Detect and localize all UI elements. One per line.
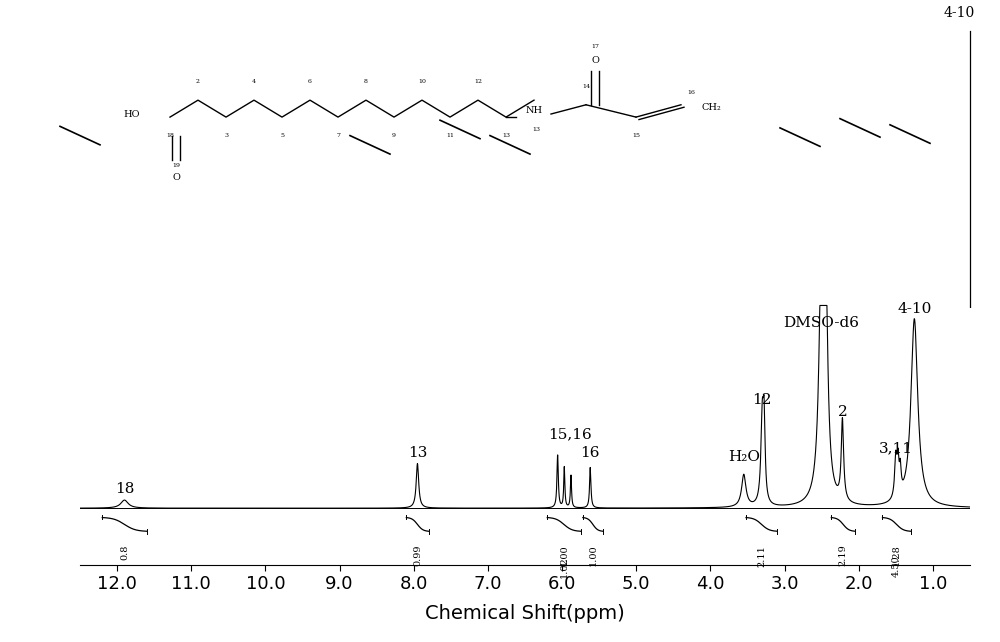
- Text: CH₂: CH₂: [701, 103, 721, 112]
- Text: O: O: [591, 56, 599, 65]
- Text: 7: 7: [336, 133, 340, 138]
- Text: 10: 10: [418, 79, 426, 84]
- Text: 15: 15: [632, 133, 640, 138]
- Text: 0.8: 0.8: [120, 544, 129, 560]
- Text: 1.00: 1.00: [559, 544, 568, 566]
- Text: 2.11: 2.11: [757, 544, 766, 566]
- Text: 16: 16: [581, 446, 600, 460]
- Text: HO: HO: [124, 110, 140, 119]
- Text: 0.99: 0.99: [413, 544, 422, 566]
- Text: H₂O: H₂O: [728, 449, 760, 464]
- Text: DMSO-d6: DMSO-d6: [783, 316, 859, 330]
- Text: 16: 16: [687, 90, 695, 95]
- Text: 18: 18: [166, 133, 174, 138]
- Text: 17: 17: [591, 44, 599, 49]
- Text: 6: 6: [308, 79, 312, 84]
- Text: 4.50: 4.50: [892, 556, 901, 577]
- Text: 1.28: 1.28: [892, 544, 901, 566]
- Text: 19: 19: [172, 163, 180, 168]
- Text: 2: 2: [838, 405, 847, 419]
- Text: 4-10: 4-10: [944, 6, 975, 20]
- Text: 15,16: 15,16: [548, 428, 591, 441]
- Text: 4-10: 4-10: [897, 302, 932, 316]
- Text: 11: 11: [446, 133, 454, 138]
- Text: 14: 14: [582, 84, 590, 89]
- Text: 13: 13: [532, 127, 540, 132]
- Text: 3,11: 3,11: [879, 442, 913, 455]
- Text: 2.19: 2.19: [839, 544, 848, 566]
- X-axis label: Chemical Shift(ppm): Chemical Shift(ppm): [425, 605, 625, 623]
- Text: 12: 12: [474, 79, 482, 84]
- Text: 13: 13: [502, 133, 510, 138]
- Text: 12: 12: [753, 393, 772, 407]
- Text: 13: 13: [408, 446, 427, 460]
- Text: 1.02: 1.02: [559, 556, 568, 578]
- Text: 2: 2: [196, 79, 200, 84]
- Text: 4: 4: [252, 79, 256, 84]
- Text: NH: NH: [526, 107, 543, 116]
- Text: 5: 5: [280, 133, 284, 138]
- Text: O: O: [172, 173, 180, 182]
- Text: 18: 18: [115, 482, 134, 496]
- Text: 3: 3: [224, 133, 228, 138]
- Text: 9: 9: [392, 133, 396, 138]
- Text: 1.00: 1.00: [588, 544, 597, 566]
- Text: 8: 8: [364, 79, 368, 84]
